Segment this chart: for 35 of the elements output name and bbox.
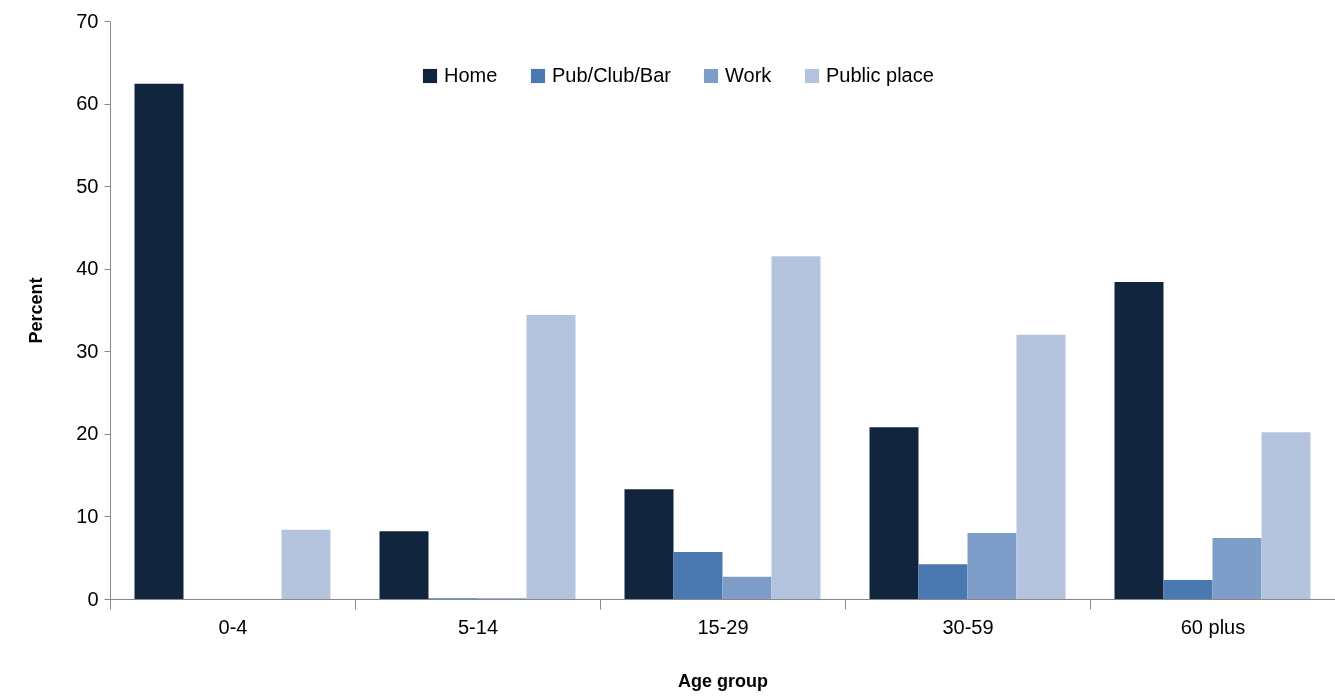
bar bbox=[281, 529, 331, 599]
bar bbox=[869, 427, 919, 599]
bar bbox=[134, 83, 184, 599]
y-tick-label: 0 bbox=[87, 587, 99, 610]
legend-label: Public place bbox=[826, 64, 934, 86]
bar bbox=[624, 489, 674, 599]
x-tick-label: 0-4 bbox=[218, 615, 248, 638]
legend-label: Pub/Club/Bar bbox=[552, 64, 672, 86]
x-tick-label: 15-29 bbox=[697, 615, 749, 638]
bar bbox=[379, 531, 429, 599]
bar bbox=[673, 551, 723, 599]
y-tick-label: 70 bbox=[76, 9, 99, 32]
x-tick-label: 5-14 bbox=[457, 615, 499, 638]
x-axis-title: Age group bbox=[678, 670, 768, 691]
x-tick-label: 60 plus bbox=[1180, 615, 1246, 638]
bar bbox=[918, 564, 968, 599]
legend-label: Work bbox=[725, 64, 773, 86]
y-tick-label: 20 bbox=[76, 422, 99, 445]
bar bbox=[771, 256, 821, 599]
x-tick-label: 30-59 bbox=[942, 615, 994, 638]
legend-label: Home bbox=[444, 64, 498, 86]
y-tick-label: 50 bbox=[76, 174, 99, 197]
bar bbox=[1163, 580, 1213, 599]
y-tick-label: 60 bbox=[76, 92, 99, 115]
y-tick-label: 30 bbox=[76, 339, 99, 362]
bar bbox=[967, 532, 1017, 599]
bar bbox=[526, 314, 576, 599]
y-axis-title: Percent bbox=[26, 277, 47, 344]
bar bbox=[1114, 281, 1164, 599]
y-tick-label: 40 bbox=[76, 257, 99, 280]
bar bbox=[1261, 432, 1311, 599]
bar bbox=[1212, 537, 1262, 599]
bar bbox=[722, 576, 772, 599]
bar bbox=[1016, 334, 1066, 599]
y-tick-label: 10 bbox=[76, 504, 99, 527]
